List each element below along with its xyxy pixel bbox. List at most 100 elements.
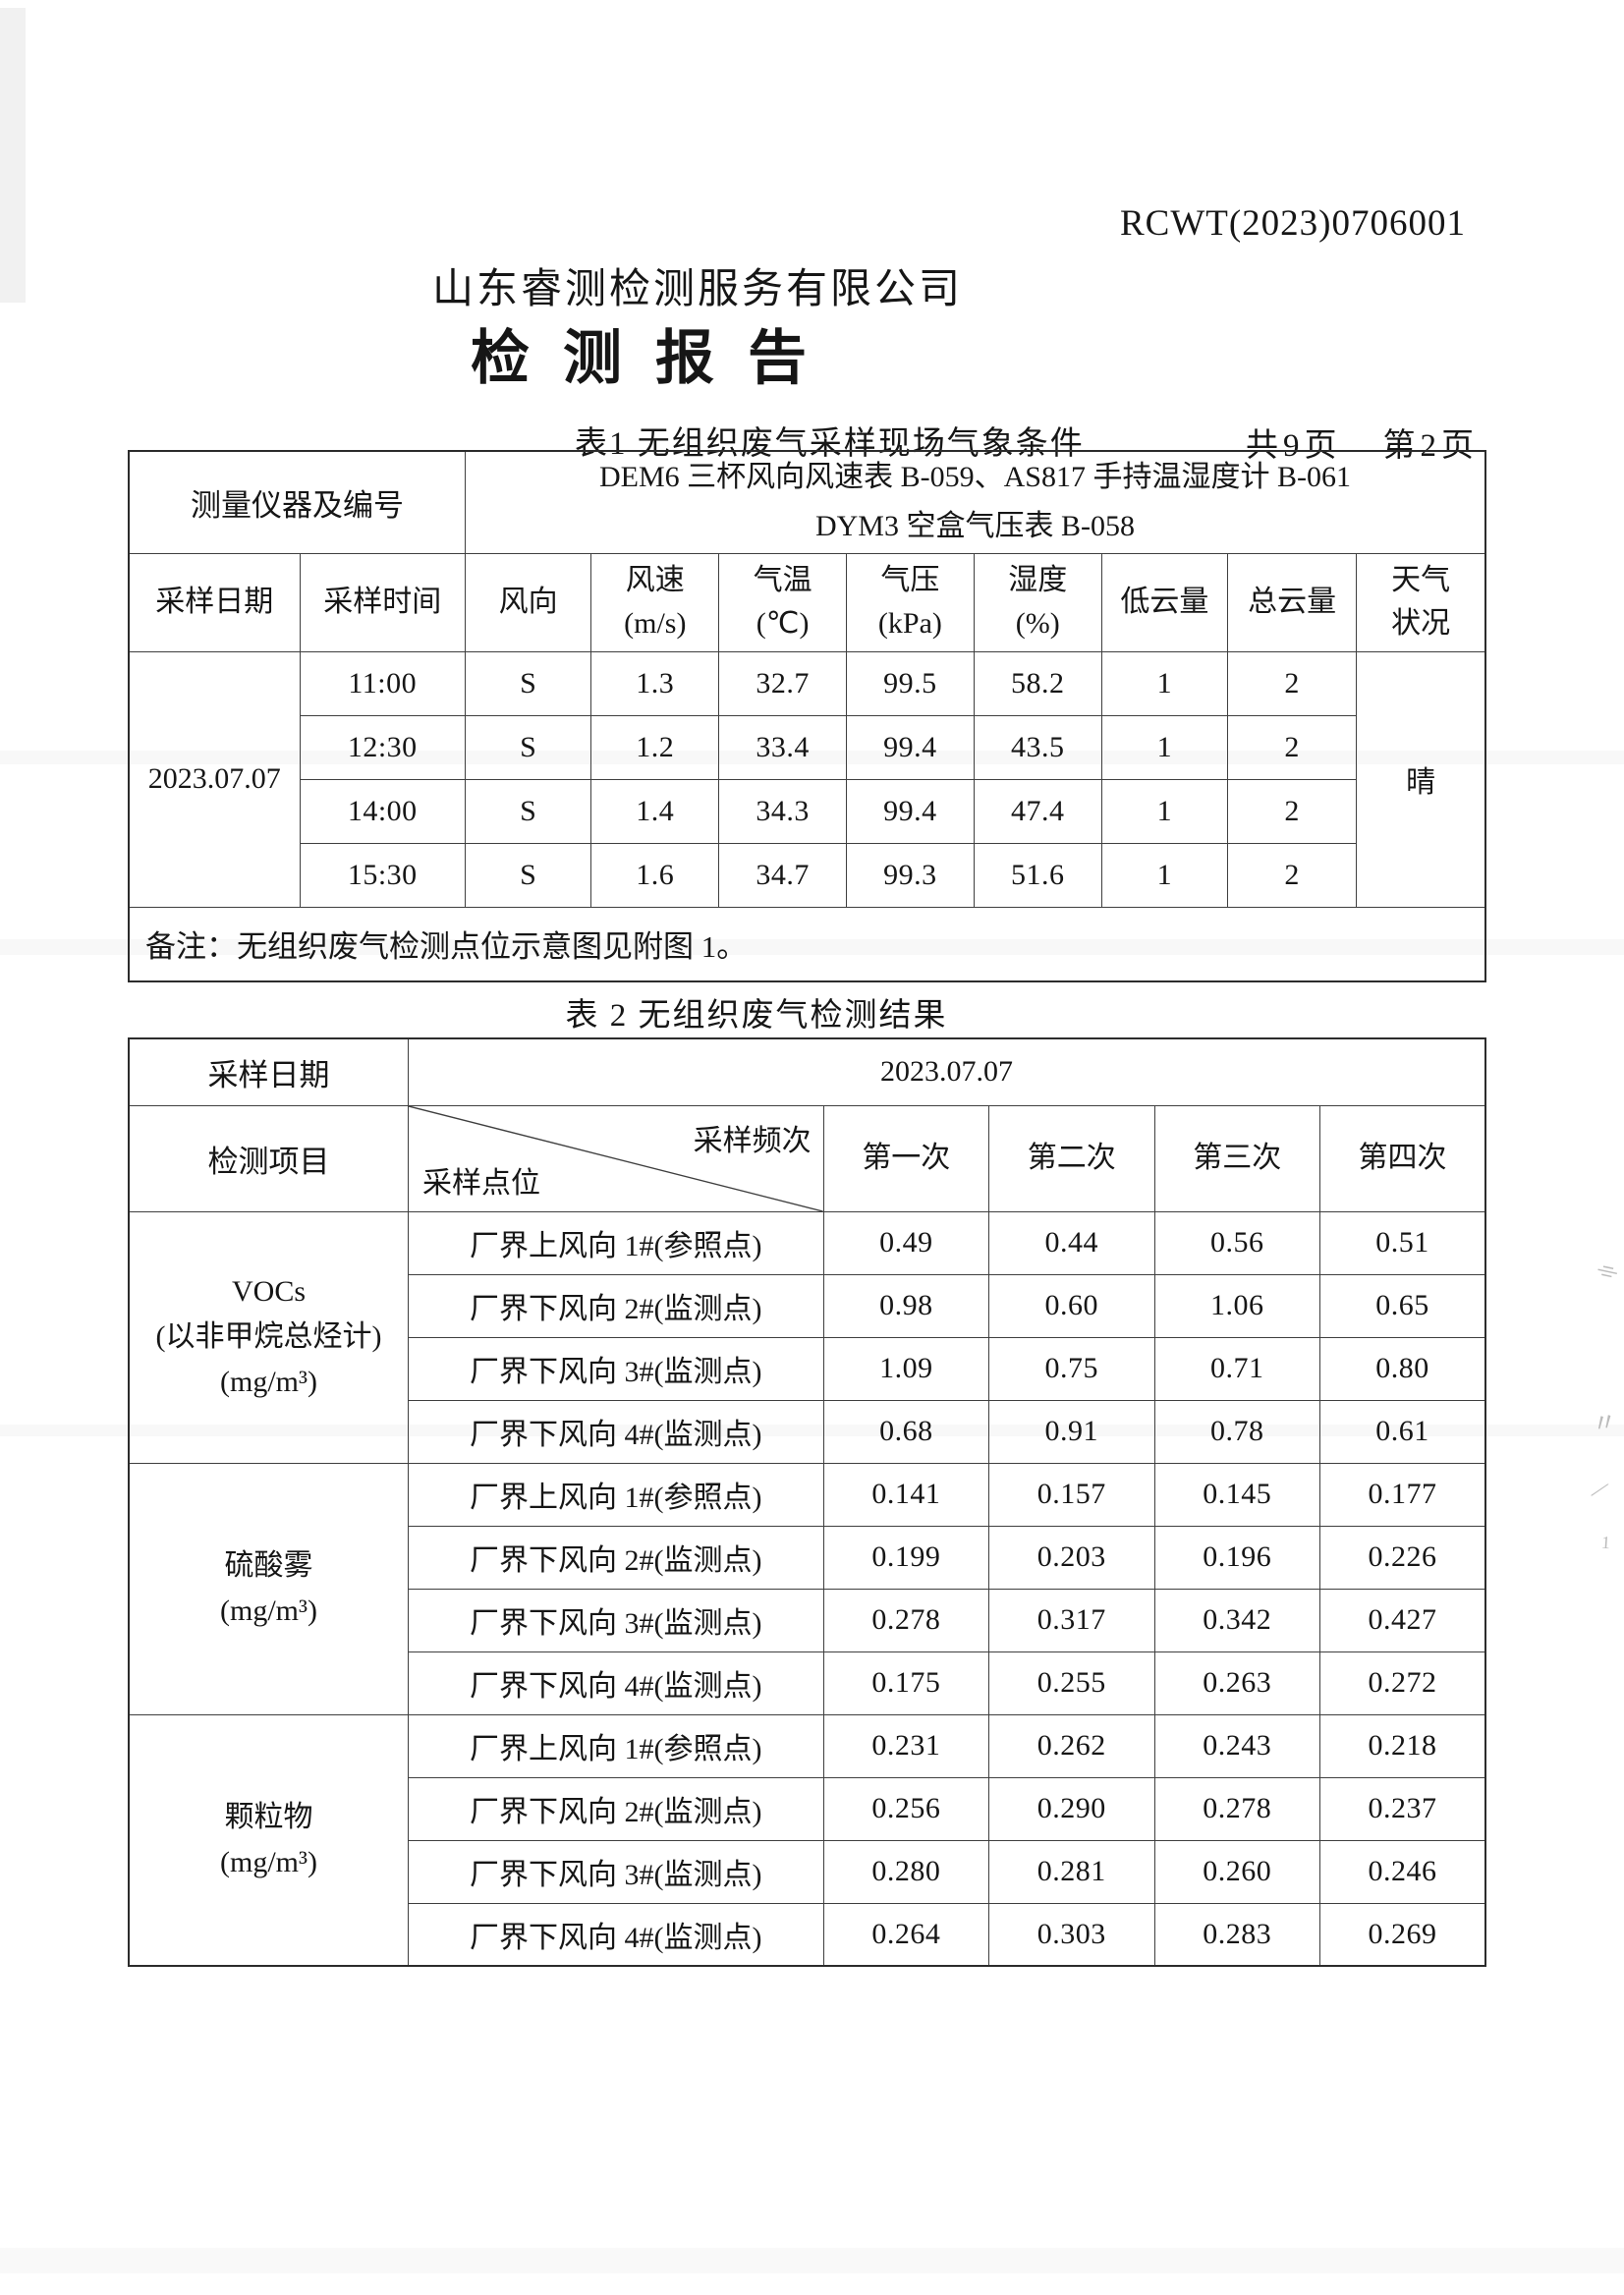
t2-value-cell: 0.56: [1153, 1210, 1320, 1275]
scan-artifact: [0, 8, 26, 303]
t1-lowcloud-cell: 1: [1100, 714, 1229, 780]
report-number: RCWT(2023)0706001: [1119, 203, 1466, 244]
t2-item-sulfuric-mist: 硫酸雾 (mg/m³): [128, 1462, 409, 1715]
t1-header-pressure: 气压 (kPa): [846, 552, 975, 652]
t2-header-second: 第二次: [988, 1104, 1155, 1212]
t2-point-cell: 厂界下风向 2#(监测点): [407, 1776, 824, 1841]
table-row: 采样日期 2023.07.07: [128, 1037, 1486, 1106]
t2-value-cell: 1.09: [822, 1336, 990, 1401]
t1-time-cell: 12:30: [299, 714, 466, 780]
t2-item-label-cell: 检测项目: [128, 1104, 409, 1212]
t2-date-value-cell: 2023.07.07: [407, 1037, 1486, 1106]
t1-winddir-cell: S: [464, 842, 592, 908]
t2-value-cell: 0.226: [1318, 1525, 1486, 1590]
t2-value-cell: 0.203: [988, 1525, 1155, 1590]
t2-point-cell: 厂界上风向 1#(参照点): [407, 1462, 824, 1527]
t1-header-weather: 天气 状况: [1356, 552, 1486, 652]
table-header-row: 检测项目 采样频次 采样点位 第一次 第二次 第三次 第四次: [128, 1104, 1486, 1212]
t1-humidity-cell: 58.2: [973, 650, 1102, 716]
table-row: 15:30 S 1.6 34.7 99.3 51.6 1 2: [129, 842, 1485, 908]
t2-header-third: 第三次: [1153, 1104, 1320, 1212]
t2-value-cell: 0.60: [988, 1273, 1155, 1338]
t2-point-label: 采样点位: [421, 1166, 540, 1200]
t1-header-temperature: 气温 (℃): [718, 552, 848, 652]
t2-value-cell: 0.91: [988, 1399, 1155, 1464]
t2-value-cell: 0.237: [1318, 1776, 1486, 1841]
t2-value-cell: 0.71: [1153, 1336, 1320, 1401]
t2-item-particulate: 颗粒物 (mg/m³): [128, 1713, 409, 1967]
t2-value-cell: 0.61: [1318, 1399, 1486, 1464]
t2-value-cell: 1.06: [1153, 1273, 1320, 1338]
t2-value-cell: 0.317: [988, 1588, 1155, 1652]
t2-value-cell: 0.51: [1318, 1210, 1486, 1275]
t2-value-cell: 0.263: [1153, 1651, 1320, 1715]
t2-header-first: 第一次: [822, 1104, 990, 1212]
t1-header-windspeed: 风速 (m/s): [590, 552, 720, 652]
t1-totalcloud-cell: 2: [1227, 714, 1358, 780]
t1-pressure-cell: 99.4: [846, 778, 975, 844]
t2-value-cell: 0.278: [1153, 1776, 1320, 1841]
t2-point-cell: 厂界下风向 2#(监测点): [407, 1273, 824, 1338]
document-title: 检测报告: [471, 326, 840, 391]
t2-value-cell: 0.427: [1318, 1588, 1486, 1652]
t2-value-cell: 0.290: [988, 1776, 1155, 1841]
t2-date-label-cell: 采样日期: [128, 1037, 409, 1106]
t2-point-cell: 厂界上风向 1#(参照点): [407, 1210, 824, 1275]
scan-artifact: [0, 2248, 1624, 2273]
t1-humidity-cell: 51.6: [973, 842, 1102, 908]
t2-point-cell: 厂界下风向 2#(监测点): [407, 1525, 824, 1590]
scan-artifact: ⁄: [1593, 1476, 1607, 1504]
table-row: 测量仪器及编号 DEM6 三杯风向风速表 B-059、AS817 手持温湿度计 …: [128, 450, 1486, 554]
t1-windspeed-cell: 1.3: [590, 650, 720, 716]
t1-lowcloud-cell: 1: [1100, 842, 1229, 908]
t2-value-cell: 0.196: [1153, 1525, 1320, 1590]
t2-point-cell: 厂界下风向 4#(监测点): [407, 1651, 824, 1715]
t2-point-cell: 厂界下风向 3#(监测点): [407, 1588, 824, 1652]
t1-temp-cell: 32.7: [718, 650, 848, 716]
t2-value-cell: 0.283: [1153, 1902, 1320, 1967]
t2-value-cell: 0.280: [822, 1839, 990, 1904]
t1-instrument-label-cell: 测量仪器及编号: [128, 450, 466, 554]
table-row: VOCs (以非甲烷总烃计) (mg/m³) 厂界上风向 1#(参照点) 0.4…: [128, 1210, 1486, 1464]
table-row: 厂界下风向 2#(监测点) 0.199 0.203 0.196 0.226: [129, 1525, 1486, 1590]
t1-temp-cell: 34.3: [718, 778, 848, 844]
t2-value-cell: 0.256: [822, 1776, 990, 1841]
t2-value-cell: 0.264: [822, 1902, 990, 1967]
t1-windspeed-cell: 1.2: [590, 714, 720, 780]
table2-detection-results: 采样日期 2023.07.07 检测项目 采样频次 采样点位 第一次 第二次 第…: [128, 1037, 1486, 1967]
t1-totalcloud-cell: 2: [1227, 842, 1358, 908]
t2-point-cell: 厂界上风向 1#(参照点): [407, 1713, 824, 1778]
t2-value-cell: 0.199: [822, 1525, 990, 1590]
t1-header-humidity: 湿度 (%): [973, 552, 1102, 652]
table-row: 厂界下风向 4#(监测点) 0.264 0.303 0.283 0.269: [129, 1902, 1486, 1967]
t2-value-cell: 0.342: [1153, 1588, 1320, 1652]
scan-artifact: ⌯: [1595, 1254, 1621, 1286]
table-row: 颗粒物 (mg/m³) 厂界上风向 1#(参照点) 0.231 0.262 0.…: [128, 1713, 1486, 1967]
t1-header-totalcloud: 总云量: [1227, 552, 1358, 652]
t1-windspeed-cell: 1.6: [590, 842, 720, 908]
t2-diagonal-header-cell: 采样频次 采样点位: [407, 1104, 824, 1212]
table-row: 厂界下风向 2#(监测点) 0.98 0.60 1.06 0.65: [129, 1273, 1486, 1338]
table-row: 14:00 S 1.4 34.3 99.4 47.4 1 2: [129, 778, 1485, 844]
table-row: 厂界下风向 4#(监测点) 0.68 0.91 0.78 0.61: [129, 1399, 1486, 1464]
t1-time-cell: 14:00: [299, 778, 466, 844]
t1-time-cell: 15:30: [299, 842, 466, 908]
t2-value-cell: 0.44: [988, 1210, 1155, 1275]
table-row: 12:30 S 1.2 33.4 99.4 43.5 1 2: [129, 714, 1485, 780]
t2-value-cell: 0.269: [1318, 1902, 1486, 1967]
t2-value-cell: 0.262: [988, 1713, 1155, 1778]
t1-header-lowcloud: 低云量: [1100, 552, 1229, 652]
company-name: 山东睿测检测服务有限公司: [431, 267, 963, 312]
t2-value-cell: 0.75: [988, 1336, 1155, 1401]
t2-point-cell: 厂界下风向 3#(监测点): [407, 1336, 824, 1401]
t1-winddir-cell: S: [464, 778, 592, 844]
t1-winddir-cell: S: [464, 650, 592, 716]
t2-value-cell: 0.49: [822, 1210, 990, 1275]
t2-value-cell: 0.80: [1318, 1336, 1486, 1401]
t1-lowcloud-cell: 1: [1100, 650, 1229, 716]
t2-value-cell: 0.68: [822, 1399, 990, 1464]
t2-value-cell: 0.65: [1318, 1273, 1486, 1338]
table2-caption: 表 2 无组织废气检测结果: [565, 998, 948, 1034]
t1-lowcloud-cell: 1: [1100, 778, 1229, 844]
scan-artifact: 1: [1600, 1532, 1611, 1553]
